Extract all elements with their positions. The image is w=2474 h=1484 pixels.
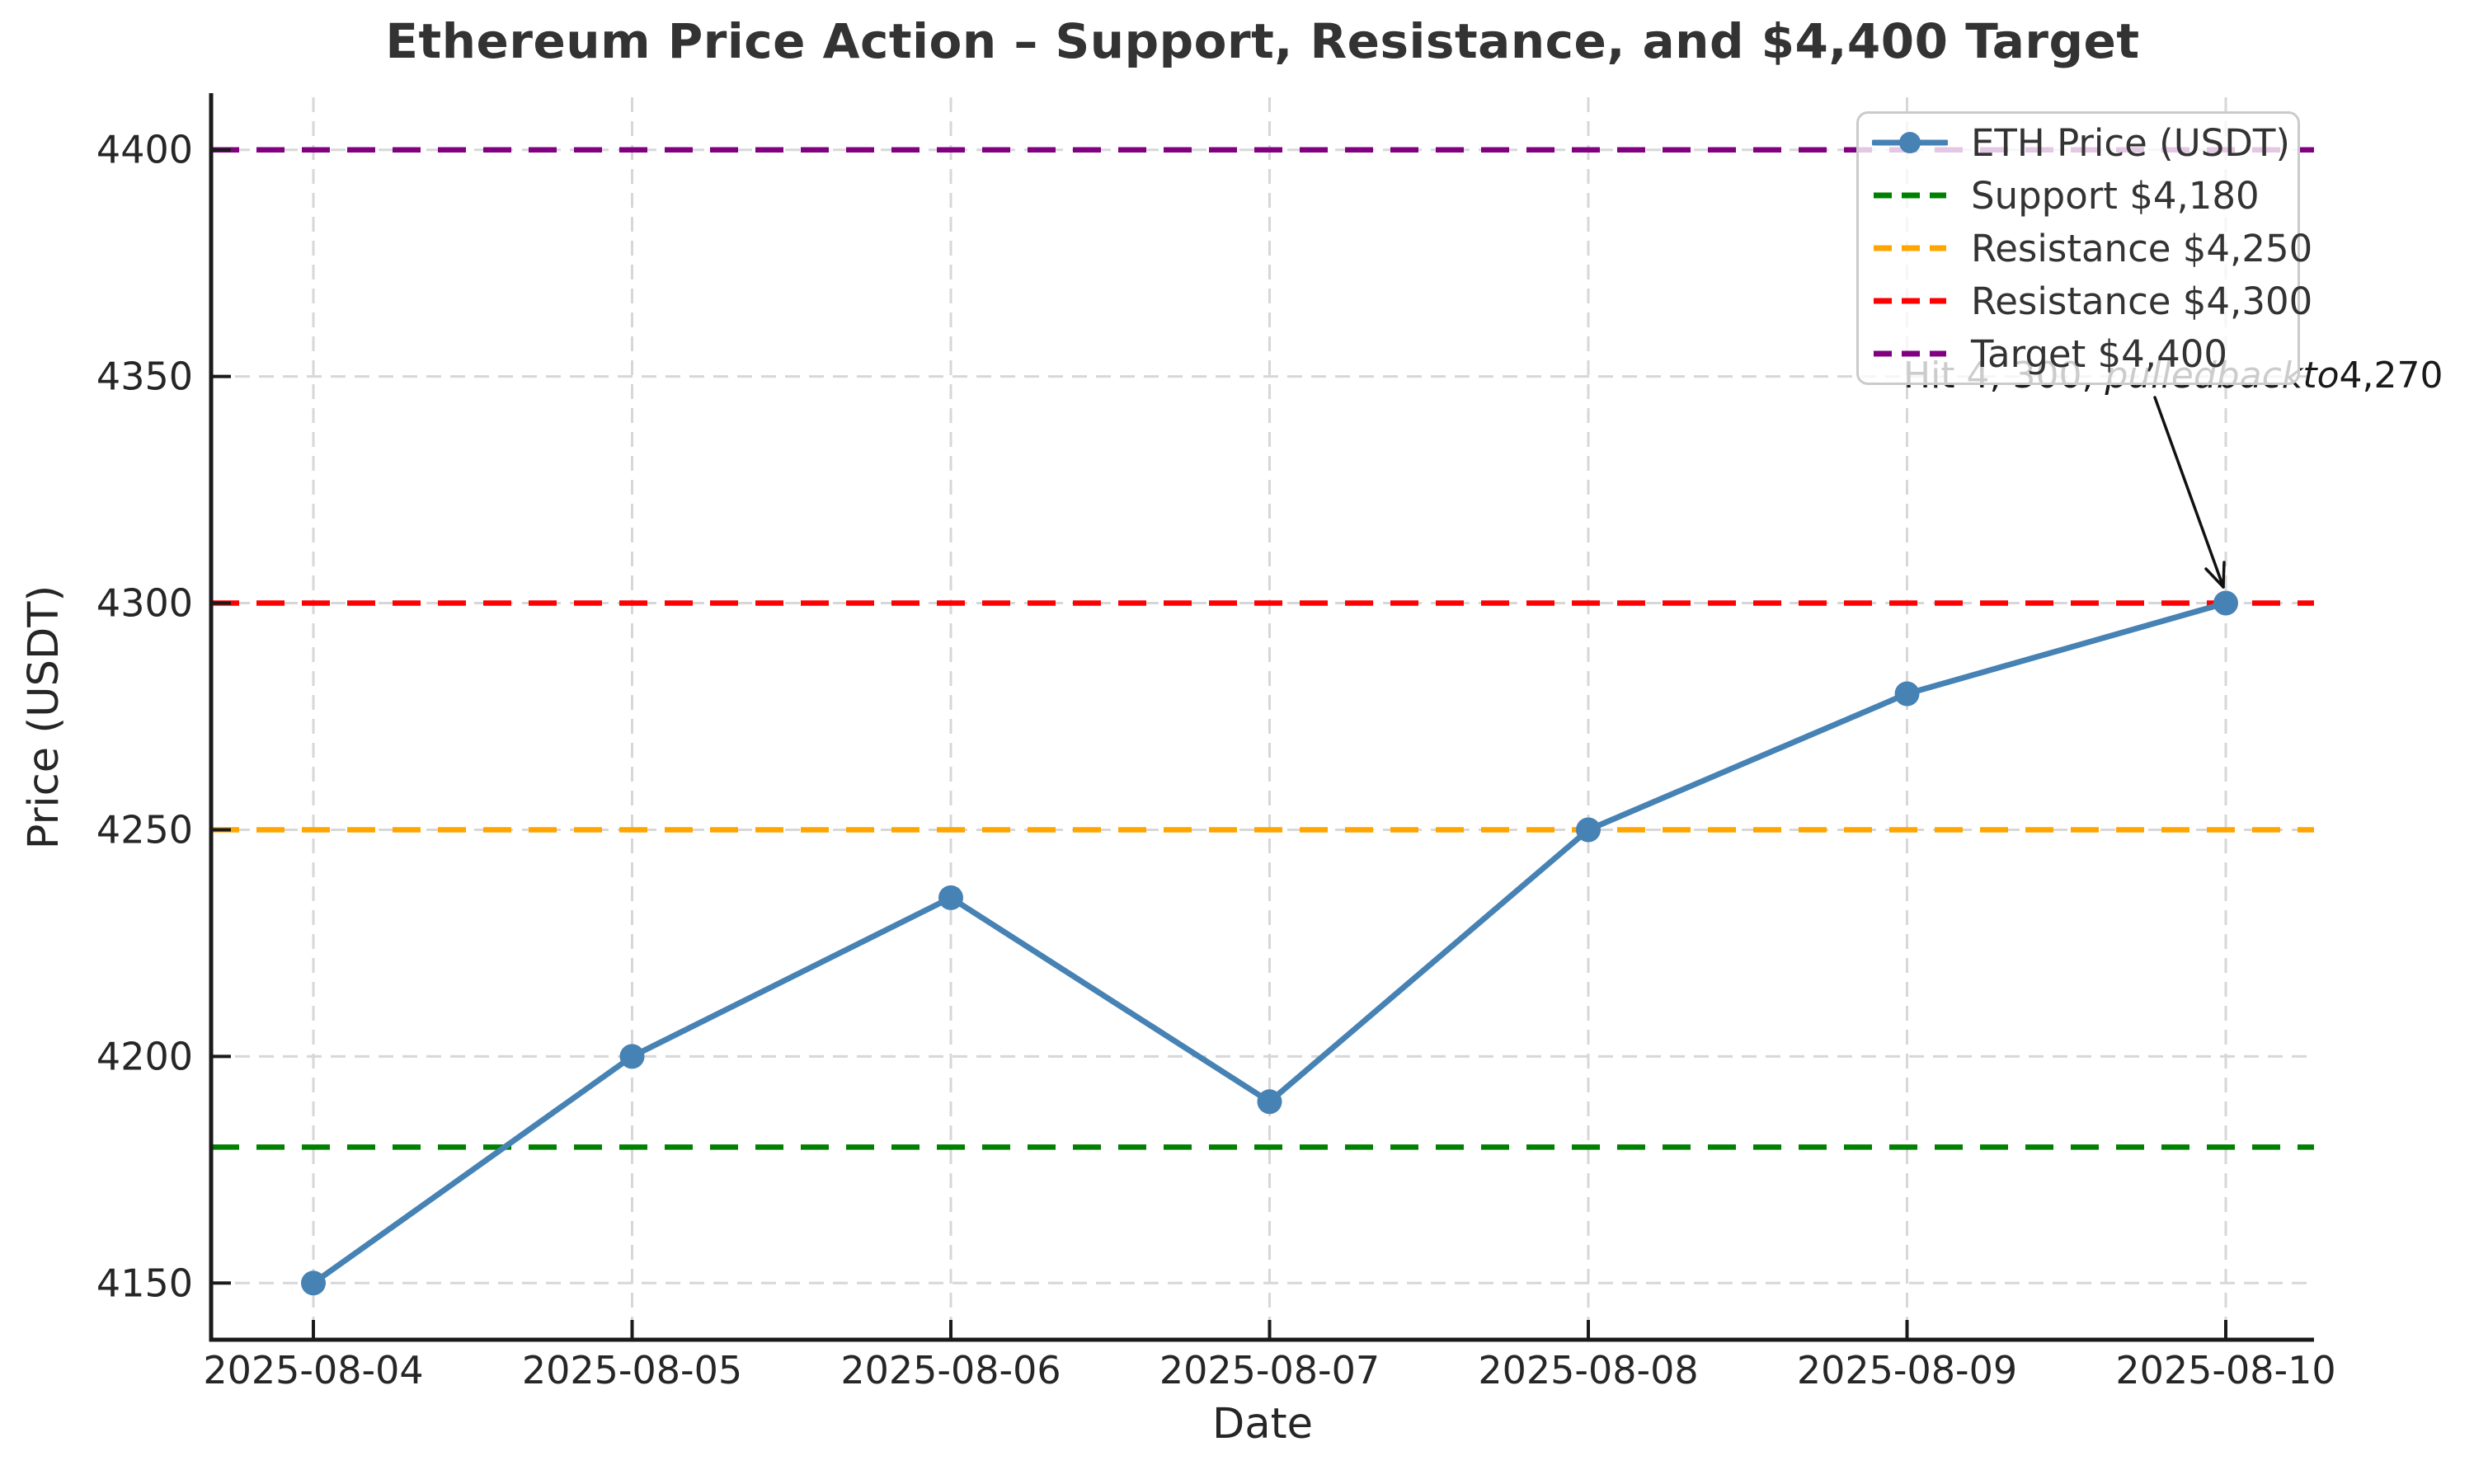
data-point-marker bbox=[1257, 1089, 1282, 1115]
x-tick-label: 2025-08-05 bbox=[522, 1348, 742, 1392]
annotation-text-suffix: 4,270 bbox=[2340, 355, 2443, 397]
data-point-marker bbox=[1894, 681, 1920, 707]
legend-item-resistance-4-250: Resistance $4,250 bbox=[1872, 222, 2312, 275]
y-tick-label: 4150 bbox=[96, 1261, 193, 1305]
x-tick-label: 2025-08-07 bbox=[1159, 1348, 1380, 1392]
y-tick-label: 4200 bbox=[96, 1034, 193, 1078]
axes-layer: 2025-08-04 2025-08-05 2025-08-06 2025-08-07… bbox=[96, 93, 2336, 1392]
annotation-arrow bbox=[2153, 396, 2226, 589]
chart-title: Ethereum Price Action – Support, Resista… bbox=[385, 13, 2140, 69]
legend-item-label: ETH Price (USDT) bbox=[1971, 120, 2290, 165]
dashed-line-swatch-icon bbox=[1874, 245, 1946, 251]
legend-item-label: Resistance $4,250 bbox=[1971, 226, 2313, 270]
x-tick-label: 2025-08-04 bbox=[203, 1348, 423, 1392]
annotation-layer: Hit 4, 300, pulledbackto4,270 bbox=[1903, 355, 2443, 589]
legend-item-eth-price: ETH Price (USDT) bbox=[1872, 116, 2298, 169]
legend-item-label: Support $4,180 bbox=[1971, 173, 2260, 218]
data-point-marker bbox=[619, 1044, 645, 1069]
data-point-marker bbox=[2213, 590, 2238, 616]
data-point-marker bbox=[301, 1270, 326, 1296]
x-tick-label: 2025-08-10 bbox=[2115, 1348, 2335, 1392]
legend: ETH Price (USDT) Support $4,180 Resistance… bbox=[1856, 111, 2312, 385]
arrow-head bbox=[2222, 561, 2226, 589]
data-point-marker bbox=[1576, 817, 1601, 843]
line-marker-swatch-icon bbox=[1872, 132, 1948, 153]
dashed-line-swatch-icon bbox=[1874, 298, 1946, 304]
x-tick-label: 2025-08-09 bbox=[1797, 1348, 2017, 1392]
y-tick-label: 4300 bbox=[96, 581, 193, 626]
x-tick-label: 2025-08-08 bbox=[1478, 1348, 1698, 1392]
x-axis-label: Date bbox=[1212, 1400, 1313, 1449]
dashed-line-swatch-icon bbox=[1874, 192, 1946, 199]
support-resistance-lines-layer bbox=[211, 147, 2314, 1150]
y-tick-label: 4250 bbox=[96, 807, 193, 852]
data-point-marker bbox=[938, 885, 963, 910]
legend-item-target-4-400: Target $4,400 bbox=[1872, 327, 2298, 380]
price-series-layer bbox=[301, 590, 2238, 1296]
legend-item-label: Target $4,400 bbox=[1971, 331, 2227, 376]
arrow-shaft bbox=[2153, 396, 2225, 589]
y-tick-label: 4400 bbox=[96, 128, 193, 172]
y-tick-label: 4350 bbox=[96, 355, 193, 399]
x-tick-label: 2025-08-06 bbox=[840, 1348, 1061, 1392]
legend-item-support-4-180: Support $4,180 bbox=[1872, 169, 2298, 222]
dashed-line-swatch-icon bbox=[1874, 350, 1946, 357]
arrow-head bbox=[2204, 567, 2225, 589]
y-axis-label: Price (USDT) bbox=[20, 585, 68, 850]
legend-item-label: Resistance $4,300 bbox=[1971, 279, 2313, 323]
legend-item-resistance-4-300: Resistance $4,300 bbox=[1872, 275, 2312, 327]
